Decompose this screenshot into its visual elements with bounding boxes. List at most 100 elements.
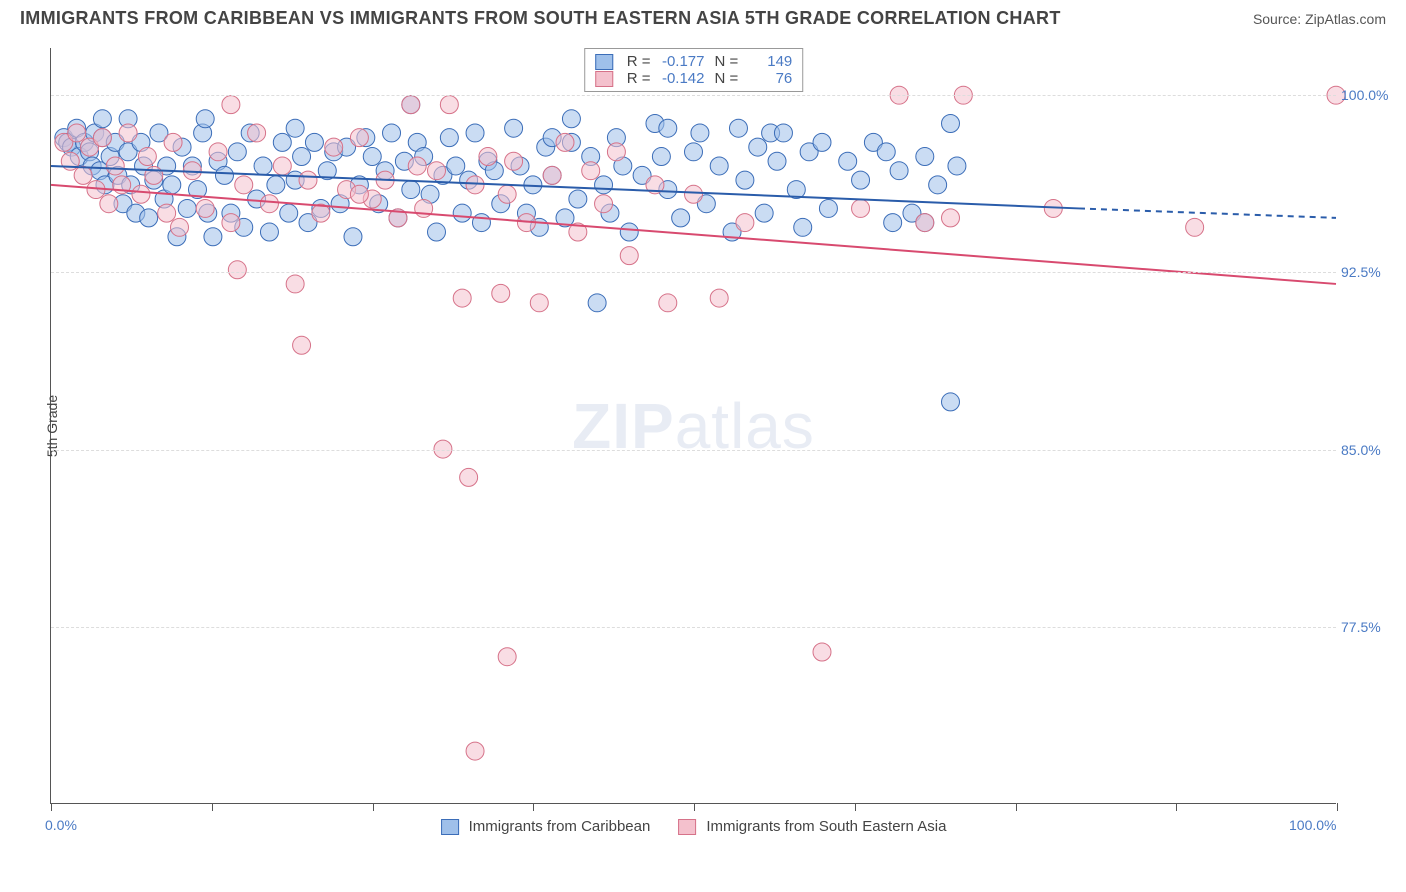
data-point — [813, 643, 831, 661]
data-point — [916, 214, 934, 232]
stats-row-2: R = -0.142 N = 76 — [595, 70, 793, 87]
data-point — [222, 214, 240, 232]
data-point — [472, 214, 490, 232]
data-point — [768, 152, 786, 170]
data-point — [562, 110, 580, 128]
data-point — [948, 157, 966, 175]
data-point — [582, 162, 600, 180]
data-point — [543, 166, 561, 184]
data-point — [595, 195, 613, 213]
data-point — [556, 133, 574, 151]
data-point — [1186, 218, 1204, 236]
r-label-1: R = — [627, 53, 651, 70]
data-point — [260, 223, 278, 241]
data-point — [942, 115, 960, 133]
xtick — [1337, 803, 1338, 811]
data-point — [215, 166, 233, 184]
data-point — [402, 181, 420, 199]
data-point — [813, 133, 831, 151]
data-point — [428, 223, 446, 241]
data-point — [736, 214, 754, 232]
swatch-series-1 — [595, 54, 613, 70]
xtick-label: 0.0% — [45, 817, 77, 833]
data-point — [100, 195, 118, 213]
data-point — [286, 275, 304, 293]
data-point — [890, 162, 908, 180]
data-point — [293, 336, 311, 354]
data-point — [460, 468, 478, 486]
legend-swatch-2 — [678, 819, 696, 835]
gridline — [51, 272, 1336, 273]
data-point — [196, 199, 214, 217]
data-point — [607, 143, 625, 161]
data-point — [942, 209, 960, 227]
data-point — [280, 204, 298, 222]
legend-label-2: Immigrants from South Eastern Asia — [706, 818, 946, 835]
data-point — [620, 247, 638, 265]
data-point — [273, 157, 291, 175]
data-point — [164, 133, 182, 151]
data-point — [877, 143, 895, 161]
xtick — [51, 803, 52, 811]
data-point — [68, 124, 86, 142]
data-point — [498, 185, 516, 203]
data-point — [267, 176, 285, 194]
data-point — [93, 129, 111, 147]
chart-source: Source: ZipAtlas.com — [1253, 11, 1386, 27]
ytick-label: 85.0% — [1341, 442, 1396, 458]
data-point — [839, 152, 857, 170]
data-point — [383, 124, 401, 142]
data-point — [440, 129, 458, 147]
gridline — [51, 627, 1336, 628]
data-point — [710, 289, 728, 307]
data-point — [140, 209, 158, 227]
data-point — [466, 742, 484, 760]
xtick — [533, 803, 534, 811]
data-point — [710, 157, 728, 175]
data-point — [132, 185, 150, 203]
data-point — [736, 171, 754, 189]
swatch-series-2 — [595, 71, 613, 87]
data-point — [774, 124, 792, 142]
data-point — [119, 124, 137, 142]
xtick — [855, 803, 856, 811]
data-point — [672, 209, 690, 227]
data-point — [196, 110, 214, 128]
data-point — [659, 119, 677, 137]
xtick — [1176, 803, 1177, 811]
data-point — [620, 223, 638, 241]
data-point — [325, 138, 343, 156]
xtick — [1016, 803, 1017, 811]
data-point — [93, 110, 111, 128]
ytick-label: 92.5% — [1341, 264, 1396, 280]
data-point — [588, 294, 606, 312]
data-point — [440, 96, 458, 114]
r-label-2: R = — [627, 70, 651, 87]
gridline — [51, 450, 1336, 451]
data-point — [350, 129, 368, 147]
data-point — [260, 195, 278, 213]
data-point — [884, 214, 902, 232]
data-point — [138, 148, 156, 166]
gridline — [51, 95, 1336, 96]
xtick-label: 100.0% — [1289, 817, 1336, 833]
data-point — [305, 133, 323, 151]
chart-title: IMMIGRANTS FROM CARIBBEAN VS IMMIGRANTS … — [20, 8, 1061, 29]
xtick — [694, 803, 695, 811]
data-point — [929, 176, 947, 194]
trend-line-dashed — [1079, 208, 1336, 217]
data-point — [248, 124, 266, 142]
data-point — [466, 176, 484, 194]
data-point — [755, 204, 773, 222]
data-point — [428, 162, 446, 180]
ytick-label: 100.0% — [1341, 87, 1396, 103]
data-point — [530, 294, 548, 312]
data-point — [228, 261, 246, 279]
data-point — [505, 152, 523, 170]
data-point — [498, 648, 516, 666]
n-value-1: 149 — [748, 53, 792, 70]
r-value-1: -0.177 — [661, 53, 705, 70]
ytick-label: 77.5% — [1341, 619, 1396, 635]
data-point — [74, 166, 92, 184]
data-point — [163, 176, 181, 194]
